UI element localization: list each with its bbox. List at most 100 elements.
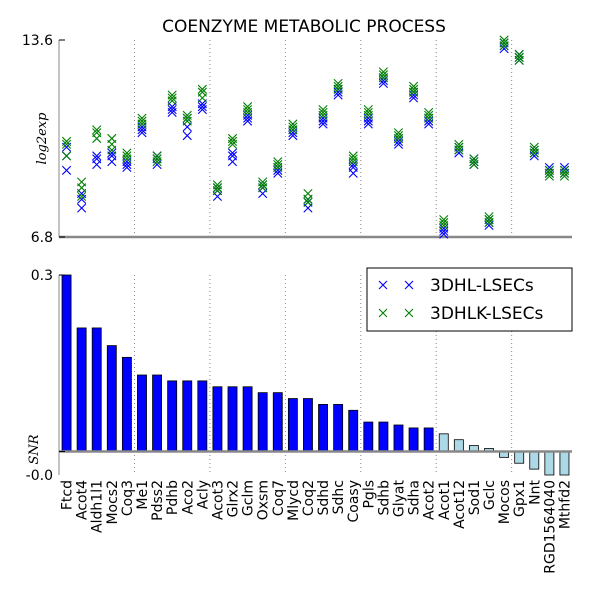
snr-bar xyxy=(559,451,570,476)
scatter-marker xyxy=(197,87,207,97)
gene-label: Aldh1l1 xyxy=(90,480,106,533)
gene-label: Pdhb xyxy=(165,480,181,515)
scatter-marker xyxy=(197,102,207,112)
snr-bar xyxy=(167,380,178,452)
gene-label: Mlycd xyxy=(286,480,302,521)
legend-box xyxy=(366,267,573,332)
snr-bar xyxy=(137,374,147,452)
scatter-marker xyxy=(363,107,373,118)
scatter-marker xyxy=(197,84,207,94)
scatter-marker xyxy=(469,157,479,167)
scatter-marker xyxy=(378,67,388,77)
scatter-marker xyxy=(77,183,87,193)
gene-label: RGD1564040 xyxy=(542,480,558,574)
gene-label: Oxsm xyxy=(256,480,272,520)
scatter-marker xyxy=(454,139,464,149)
gene-label: Mocs2 xyxy=(105,480,121,525)
scatter-marker xyxy=(77,194,87,204)
legend: 3DHL-LSECs 3DHLK-LSECs xyxy=(366,267,573,332)
gene-label: Aco2 xyxy=(180,480,196,515)
gene-label: Nnt xyxy=(527,479,543,504)
scatter-marker xyxy=(92,151,102,161)
gene-label: Pgls xyxy=(361,480,377,509)
y-tick-label: 13.6 xyxy=(22,33,53,49)
scatter-marker xyxy=(363,119,373,129)
scatter-marker xyxy=(182,116,192,126)
scatter-marker xyxy=(61,151,72,161)
gene-label: Mocos xyxy=(497,480,513,524)
scatter-marker xyxy=(167,90,177,100)
snr-bar xyxy=(76,327,87,452)
scatter-marker xyxy=(107,145,117,155)
scatter-marker xyxy=(107,148,117,158)
gene-label: Me1 xyxy=(135,480,151,510)
scatter-marker xyxy=(243,102,253,112)
snr-bar xyxy=(529,451,540,470)
snr-bar xyxy=(348,409,359,452)
scatter-marker xyxy=(363,104,373,115)
scatter-marker xyxy=(152,151,162,161)
scatter-marker xyxy=(544,168,554,178)
scatter-marker xyxy=(424,110,434,120)
gene-label: Coasy xyxy=(346,480,362,523)
scatter-marker xyxy=(122,151,132,161)
scatter-marker xyxy=(318,104,328,115)
scatter-marker xyxy=(514,55,524,65)
chart-title: COENZYME METABOLIC PROCESS xyxy=(162,17,446,37)
scatter-marker xyxy=(227,148,238,158)
scatter-marker xyxy=(122,154,132,164)
gene-label: Sdhc xyxy=(331,480,347,514)
snr-bar xyxy=(514,451,525,464)
snr-bar xyxy=(121,356,132,452)
scatter-marker xyxy=(318,107,328,118)
scatter-marker xyxy=(499,38,509,48)
snr-bar xyxy=(212,386,223,452)
scatter-marker xyxy=(484,217,494,228)
gene-label: Gclm xyxy=(241,480,257,516)
scatter-marker xyxy=(137,116,147,126)
snr-bar xyxy=(272,392,283,452)
snr-bar xyxy=(318,404,328,452)
snr-bar xyxy=(438,433,449,452)
snr-bar xyxy=(453,439,464,452)
scatter-marker xyxy=(408,84,419,94)
legend-marker xyxy=(378,280,388,290)
gene-label: Sdha xyxy=(407,480,423,515)
scatter-marker xyxy=(92,125,102,135)
scatter-marker xyxy=(227,136,238,146)
scatter-marker xyxy=(227,151,238,161)
scatter-marker xyxy=(454,142,464,152)
gene-label: Sdhb xyxy=(376,480,392,516)
snr-bar xyxy=(544,451,555,476)
gene-label: Coq7 xyxy=(271,480,287,516)
snr-panel: 0.3 -0.0 SNR xyxy=(26,268,572,484)
snr-bar xyxy=(197,380,208,452)
gene-label: Sdhd xyxy=(316,480,332,516)
scatter-marker xyxy=(152,154,162,164)
scatter-marker xyxy=(77,203,87,213)
scatter-marker xyxy=(273,159,283,170)
snr-bar xyxy=(378,421,389,452)
scatter-marker xyxy=(469,159,479,170)
scatter-marker xyxy=(439,217,449,228)
scatter-marker xyxy=(348,168,358,178)
scatter-marker xyxy=(227,133,238,144)
scatter-marker xyxy=(61,136,72,146)
y-tick-label: 6.8 xyxy=(31,230,53,246)
gene-label: Glrx2 xyxy=(226,480,242,517)
series-3DHL-LSECs xyxy=(61,38,570,239)
scatter-marker xyxy=(61,139,72,149)
snr-bar xyxy=(363,421,374,452)
scatter-marker xyxy=(439,220,449,231)
legend-marker xyxy=(404,308,414,318)
scatter-marker xyxy=(137,113,147,123)
scatter-marker xyxy=(107,133,117,144)
scatter-marker xyxy=(167,93,177,103)
y-axis-label: log2exp xyxy=(35,112,50,165)
scatter-marker xyxy=(529,145,539,155)
gene-label: Acot1 xyxy=(437,480,453,520)
scatter-marker xyxy=(348,151,358,161)
snr-bar xyxy=(152,374,162,452)
gene-label: Gclc xyxy=(482,480,498,510)
